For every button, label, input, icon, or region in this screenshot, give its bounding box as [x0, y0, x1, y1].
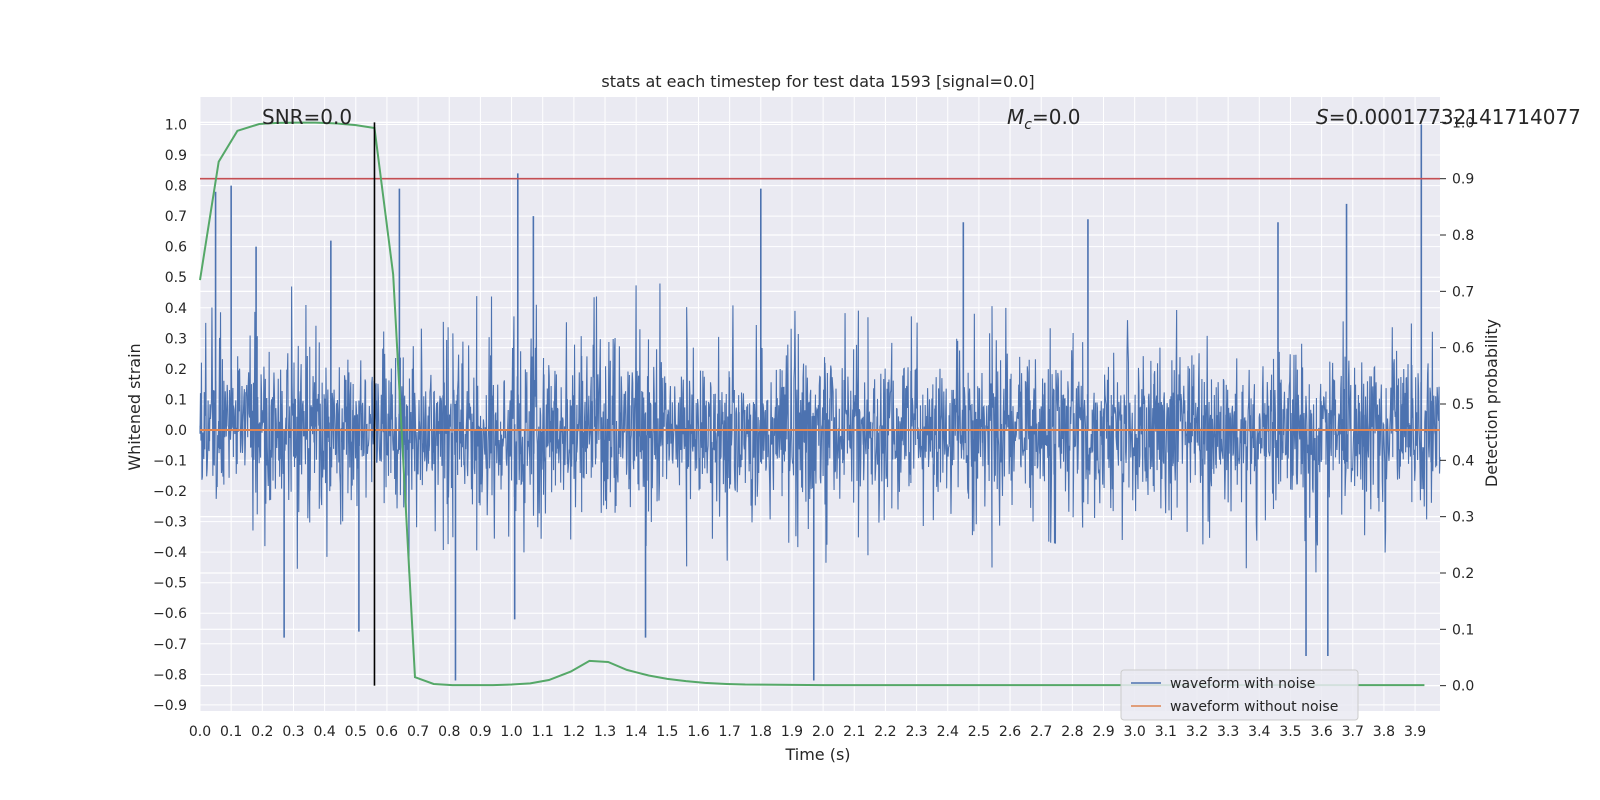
- x-tick-label: 0.8: [438, 724, 460, 740]
- legend-label-clean: waveform without noise: [1170, 699, 1338, 715]
- y-tick-label: −0.1: [153, 454, 187, 470]
- y2-tick-label: 0.6: [1452, 341, 1474, 357]
- y-tick-label: 0.5: [165, 270, 187, 286]
- series-waveform-with-noise: [199, 283, 1441, 573]
- x-tick-labels: 0.0 0.1 0.2 0.3 0.4 0.5 0.6 0.7 0.8 0.9 1.0 1.1 1.2 1…: [189, 724, 1426, 740]
- x-tick-label: 0.9: [469, 724, 491, 740]
- y-axis-label: Whitened strain: [125, 343, 144, 470]
- y-tick-label: 0.2: [165, 362, 187, 378]
- x-tick-label: 2.0: [812, 724, 834, 740]
- legend-label-noise: waveform with noise: [1170, 676, 1315, 692]
- x-tick-label: 1.3: [594, 724, 616, 740]
- y-tick-label: −0.3: [153, 515, 187, 531]
- x-tick-label: 2.2: [874, 724, 896, 740]
- y-tick-label: −0.5: [153, 576, 187, 592]
- x-tick-label: 2.9: [1092, 724, 1114, 740]
- legend: waveform with noise waveform without noi…: [1120, 669, 1359, 721]
- x-tick-label: 1.4: [625, 724, 647, 740]
- s-symbol: S: [1316, 105, 1329, 129]
- mc-annotation: Mc=0.0: [1007, 105, 1081, 133]
- series-layer: [199, 121, 1441, 687]
- y-tick-label: 0.8: [165, 179, 187, 195]
- x-tick-label: 2.6: [999, 724, 1021, 740]
- y2-tick-label: 0.5: [1452, 397, 1474, 413]
- chart-title: stats at each timestep for test data 159…: [601, 72, 1034, 91]
- y-tick-label: 0.0: [165, 423, 187, 439]
- x-tick-label: 0.7: [407, 724, 429, 740]
- x-tick-label: 3.4: [1248, 724, 1270, 740]
- y-tick-label: 0.1: [165, 392, 187, 408]
- x-tick-label: 1.0: [500, 724, 522, 740]
- x-tick-label: 1.9: [781, 724, 803, 740]
- x-tick-label: 3.0: [1124, 724, 1146, 740]
- y2-tick-label: 1.0: [1452, 115, 1474, 131]
- y2-tick-label: 0.8: [1452, 228, 1474, 244]
- x-tick-label: 3.2: [1186, 724, 1208, 740]
- y-tick-label: −0.6: [153, 606, 187, 622]
- x-tick-label: 0.5: [345, 724, 367, 740]
- mc-subscript: c: [1024, 117, 1032, 133]
- mc-value: =0.0: [1032, 105, 1081, 129]
- y2-tick-label: 0.1: [1452, 622, 1474, 638]
- x-tick-label: 1.5: [656, 724, 678, 740]
- x-tick-label: 1.1: [532, 724, 554, 740]
- x-tick-label: 3.9: [1404, 724, 1426, 740]
- x-tick-label: 2.8: [1061, 724, 1083, 740]
- x-tick-label: 0.2: [251, 724, 273, 740]
- x-tick-label: 0.3: [282, 724, 304, 740]
- x-tick-label: 2.3: [905, 724, 927, 740]
- x-tick-label: 3.7: [1342, 724, 1364, 740]
- y2-tick-label: 0.7: [1452, 284, 1474, 300]
- y2-tick-label: 0.2: [1452, 566, 1474, 582]
- y-tick-labels: 1.0 0.9 0.8 0.7 0.6 0.5 0.4 0.3 0.2 0.1 0.0 −0.1 −0.…: [153, 117, 187, 713]
- x-tick-label: 1.7: [719, 724, 741, 740]
- x-tick-label: 3.3: [1217, 724, 1239, 740]
- y-tick-label: 0.6: [165, 240, 187, 256]
- y-tick-label: 0.3: [165, 331, 187, 347]
- x-tick-label: 0.6: [376, 724, 398, 740]
- y2-tick-label: 0.0: [1452, 679, 1474, 695]
- x-tick-label: 0.0: [189, 724, 211, 740]
- x-tick-label: 2.5: [968, 724, 990, 740]
- y2-tick-label: 0.9: [1452, 172, 1474, 188]
- x-tick-label: 3.1: [1155, 724, 1177, 740]
- legend-box: [1120, 669, 1359, 721]
- x-tick-label: 2.1: [843, 724, 865, 740]
- y-tick-label: −0.4: [153, 545, 187, 561]
- y2-axis-label: Detection probability: [1482, 319, 1501, 487]
- x-tick-label: 3.5: [1279, 724, 1301, 740]
- y2-tick-labels: 1.0 0.9 0.8 0.7 0.6 0.5 0.4 0.3 0.2 0.1 0.0: [1440, 115, 1474, 695]
- y-tick-label: 0.9: [165, 148, 187, 164]
- x-tick-label: 2.4: [937, 724, 959, 740]
- y2-tick-label: 0.3: [1452, 510, 1474, 526]
- y-tick-label: −0.2: [153, 484, 187, 500]
- x-tick-label: 0.4: [313, 724, 335, 740]
- y-tick-label: −0.9: [153, 698, 187, 714]
- x-tick-label: 0.1: [220, 724, 242, 740]
- x-tick-label: 1.2: [563, 724, 585, 740]
- y2-tick-label: 0.4: [1452, 453, 1474, 469]
- x-axis-label: Time (s): [784, 745, 850, 764]
- series-detection-probability: [199, 121, 1425, 687]
- snr-annotation: SNR=0.0: [262, 105, 352, 129]
- s-value: =0.00017732141714077: [1329, 105, 1581, 129]
- x-tick-label: 1.8: [750, 724, 772, 740]
- x-tick-label: 3.6: [1310, 724, 1332, 740]
- x-tick-label: 3.8: [1373, 724, 1395, 740]
- y-tick-label: −0.7: [153, 637, 187, 653]
- y-tick-label: 0.4: [165, 301, 187, 317]
- y-tick-label: −0.8: [153, 667, 187, 683]
- x-tick-label: 2.7: [1030, 724, 1052, 740]
- x-tick-label: 1.6: [687, 724, 709, 740]
- s-annotation: S=0.00017732141714077: [1316, 105, 1581, 129]
- mc-symbol: M: [1007, 105, 1024, 129]
- y-tick-label: 1.0: [165, 117, 187, 133]
- y-tick-label: 0.7: [165, 209, 187, 225]
